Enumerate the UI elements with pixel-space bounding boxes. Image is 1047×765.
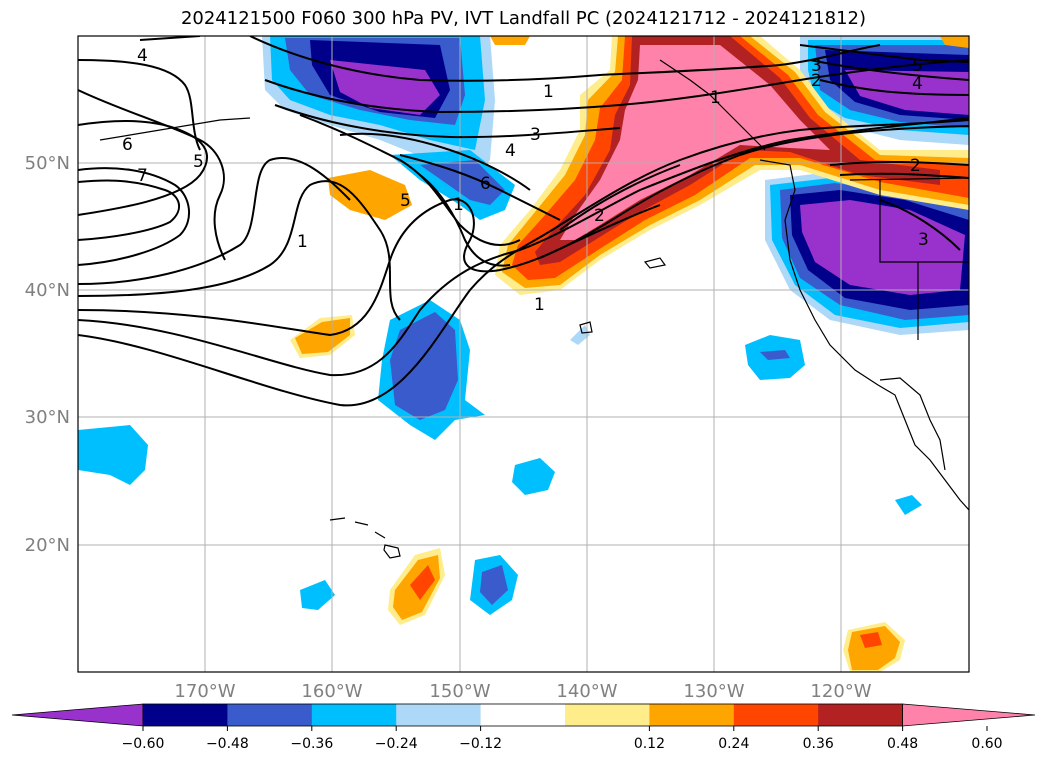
contour-label: 5 <box>193 152 204 172</box>
graticule <box>78 36 969 672</box>
contour-label: 1 <box>453 195 464 215</box>
colorbar-tick-label: −0.48 <box>206 736 249 752</box>
lat-label: 40°N <box>25 280 70 301</box>
contour-label: 2 <box>910 156 921 176</box>
colorbar-tick-label: −0.12 <box>459 736 502 752</box>
colorbar-tick-label: −0.36 <box>290 736 333 752</box>
lon-label: 160°W <box>301 681 362 702</box>
map-frame <box>77 35 970 673</box>
colorbar-extend-min <box>11 703 144 727</box>
longitude-labels: 170°W 160°W 150°W 140°W 130°W 120°W <box>174 681 871 702</box>
pv-contours <box>78 36 969 407</box>
colorbar-bin <box>818 704 904 726</box>
colorbar-bin <box>227 704 313 726</box>
lon-label: 140°W <box>556 681 617 702</box>
contour-label: 5 <box>912 56 923 76</box>
contour-label: 3 <box>918 230 929 250</box>
colorbar-bin <box>480 704 566 726</box>
lon-label: 130°W <box>683 681 744 702</box>
contour-label: 2 <box>811 71 822 91</box>
contour-label: 1 <box>543 82 554 102</box>
colorbar-tick-label: 0.60 <box>971 736 1002 752</box>
lon-label: 150°W <box>429 681 490 702</box>
contour-label: 3 <box>811 56 822 76</box>
contour-label: 3 <box>530 125 541 145</box>
contour-label: 7 <box>137 166 148 186</box>
colorbar-tick-label: 0.36 <box>803 736 834 752</box>
lat-label: 30°N <box>25 407 70 428</box>
colorbar-extend-max <box>902 703 1036 727</box>
contour-label: 1 <box>710 88 721 108</box>
colorbar-bin <box>733 704 819 726</box>
colorbar-bin <box>396 704 482 726</box>
contour-label: 4 <box>912 74 923 94</box>
colorbar-tick-label: 0.24 <box>718 736 749 752</box>
lon-label: 170°W <box>174 681 235 702</box>
colorbar-frame <box>142 703 903 727</box>
colorbar-tick-label: −0.24 <box>375 736 418 752</box>
contour-label: 4 <box>505 141 516 161</box>
lat-label: 20°N <box>25 535 70 556</box>
contour-label: 6 <box>480 174 491 194</box>
contour-labels: 4 6 7 5 1 1 3 4 6 5 1 2 1 3 2 5 4 2 3 1 <box>122 46 929 315</box>
colorbar-tick-label: 0.48 <box>887 736 918 752</box>
map-title: 2024121500 F060 300 hPa PV, IVT Landfall… <box>180 8 867 29</box>
lon-label: 120°W <box>810 681 871 702</box>
colorbar-bin <box>649 704 735 726</box>
latitude-labels: 50°N 40°N 30°N 20°N <box>25 153 70 556</box>
colorbar-tick-label: 0.12 <box>634 736 665 752</box>
colorbar-tick-label: −0.60 <box>122 736 165 752</box>
contour-label: 4 <box>137 46 148 66</box>
contour-label: 2 <box>594 206 605 226</box>
colorbar-bin <box>143 704 228 726</box>
contour-label: 6 <box>122 135 133 155</box>
contour-label: 1 <box>534 295 545 315</box>
lat-label: 50°N <box>25 153 70 174</box>
colorbar: −0.60 −0.48 −0.36 −0.24 −0.12 0.12 0.24 0.36 0.4… <box>11 703 1036 752</box>
contour-label: 1 <box>297 232 308 252</box>
colorbar-bin <box>565 704 650 726</box>
colorbar-bin <box>311 704 397 726</box>
contour-label: 5 <box>400 191 411 211</box>
